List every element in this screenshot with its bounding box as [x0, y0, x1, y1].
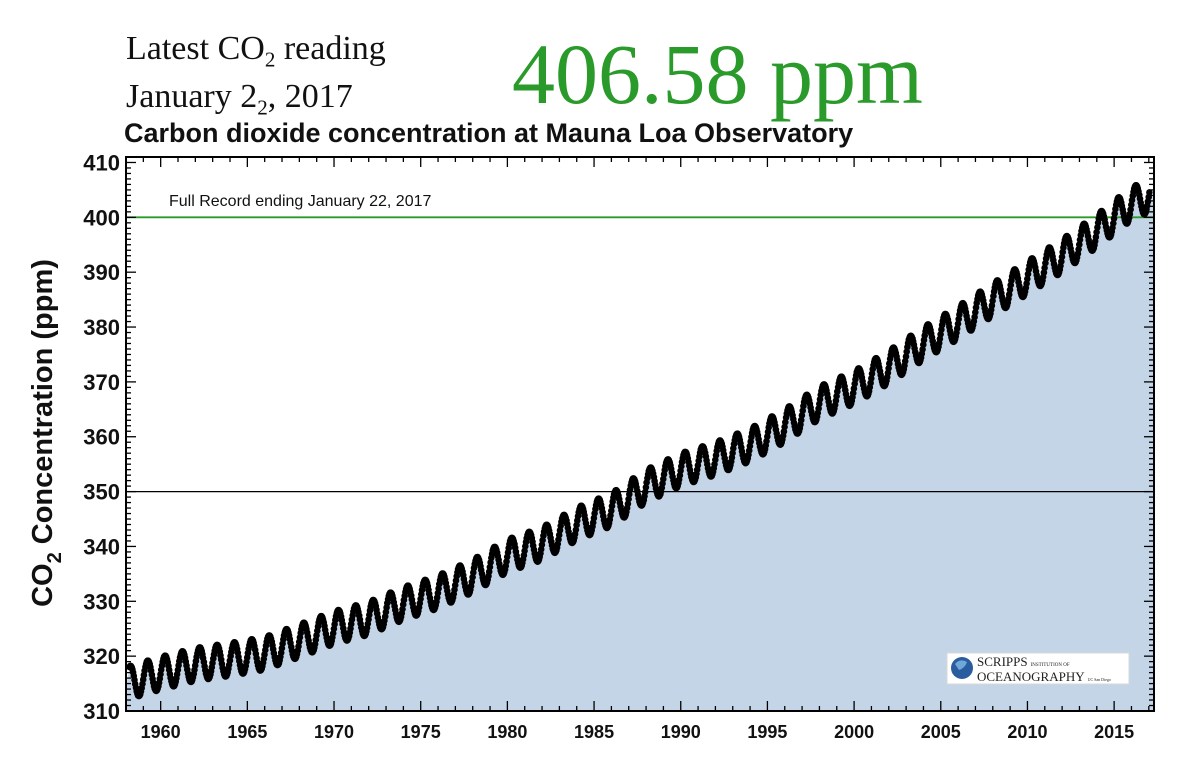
x-tick-label: 1990 [661, 722, 701, 742]
x-tick-label: 1970 [314, 722, 354, 742]
plot-frame [125, 156, 1155, 712]
x-tick-label: 2000 [834, 722, 874, 742]
y-tick-labels: 310 320 330 340 350 360 370 380 390 400 410 [83, 150, 120, 724]
y-tick-label: 390 [83, 260, 120, 285]
x-tick-label: 2005 [921, 722, 961, 742]
x-tick-label: 1960 [141, 722, 181, 742]
y-tick-label: 340 [83, 534, 120, 559]
y-tick-label: 320 [83, 644, 120, 669]
chart-title: Carbon dioxide concentration at Mauna Lo… [124, 118, 854, 148]
latest-reading-value: 406.58 ppm [512, 26, 923, 122]
latest-reading-label: Latest CO2 reading [126, 30, 386, 72]
x-tick-label: 1975 [401, 722, 441, 742]
x-tick-label: 1980 [487, 722, 527, 742]
y-tick-label: 380 [83, 315, 120, 340]
data-point [1146, 189, 1153, 196]
data-points [126, 182, 1153, 700]
x-tick-labels: 1960 1965 1970 1975 1980 1985 1990 1995 2000 2005… [141, 722, 1135, 742]
y-tick-label: 310 [83, 699, 120, 724]
svg-text:CO2 Concentration (ppm): CO2 Concentration (ppm) [27, 259, 66, 607]
chart-annotation: Full Record ending January 22, 2017 [169, 193, 431, 210]
y-tick-label: 370 [83, 370, 120, 395]
y-axis-label: CO2 Concentration (ppm) [27, 259, 66, 607]
area-fill [126, 188, 1154, 711]
x-tick-label: 1995 [747, 722, 787, 742]
x-tick-label: 1985 [574, 722, 614, 742]
x-tick-label: 1965 [227, 722, 267, 742]
latest-reading-date: January 22, 2017 [126, 78, 353, 120]
scripps-logo: SCRIPPS INSTITUTION OF OCEANOGRAPHY UC San… [946, 652, 1130, 685]
y-tick-label: 410 [83, 150, 120, 175]
y-tick-label: 400 [83, 205, 120, 230]
y-tick-label: 350 [83, 480, 120, 505]
x-tick-label: 2010 [1007, 722, 1047, 742]
x-tick-label: 2015 [1094, 722, 1134, 742]
y-tick-label: 360 [83, 425, 120, 450]
y-tick-label: 330 [83, 589, 120, 614]
